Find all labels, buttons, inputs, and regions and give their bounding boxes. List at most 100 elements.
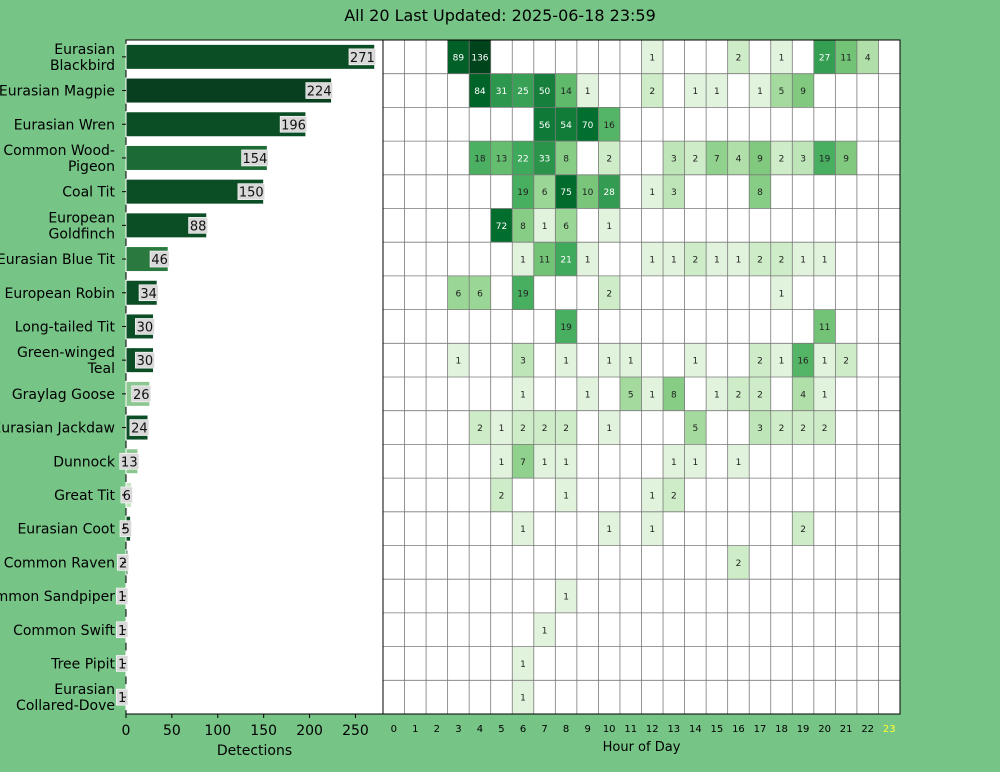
bar-x-axis-label: Detections [217,743,292,759]
heatmap-cell-label: 3 [520,357,526,367]
heatmap-cell [490,478,513,512]
bar [125,111,307,138]
heatmap-cell-label: 4 [865,53,871,63]
heatmap-cell-label: 84 [474,87,486,97]
heatmap-cell-label: 1 [649,256,655,266]
heatmap-cell [684,410,707,445]
heatmap-cell [512,511,534,546]
heatmap-cell-label: 2 [649,87,655,97]
heatmap-cell [490,73,513,108]
heatmap-cell [555,478,577,512]
heatmap-cell-label: 1 [456,357,462,367]
heatmap-cell-label: 1 [736,458,742,468]
heatmap-cell [749,174,771,209]
bar-value-box [135,318,155,335]
heatmap-cell-label: 1 [542,222,548,232]
heatmap-cell-label: 2 [757,256,763,266]
heatmap-cell-label: 1 [692,458,698,468]
heatmap-cell-label: 1 [649,188,655,198]
species-label: Common Sandpiper [0,589,115,605]
heatmap-cell-label: 1 [779,357,785,367]
heatmap-cell [770,242,793,276]
heatmap-cell [706,377,728,411]
heatmap-cell-label: 8 [563,154,569,164]
bar-value-label: 26 [133,388,150,403]
heatmap-cell-label: 27 [819,53,830,63]
bar-value-label: 5 [122,523,130,538]
heatmap-cell-label: 1 [520,660,526,670]
hour-tick-label: 13 [667,724,680,735]
heatmap-cell [469,73,491,108]
bar-value-label: 1 [118,657,126,672]
heatmap-cell-label: 2 [736,390,742,400]
heatmap-cell [469,40,491,74]
species-label: Eurasian Blackbird [50,42,115,74]
heatmap-cell [770,73,793,108]
heatmap-cell [663,377,685,411]
heatmap-cell [490,410,513,445]
heatmap-cell [770,343,793,377]
heatmap-cell [598,174,620,209]
heatmap-cell [641,478,664,512]
species-label: European Robin [5,286,115,302]
heatmap-cell [598,511,620,546]
heatmap-cell [533,107,556,142]
heatmap-cell-label: 1 [606,222,612,232]
bar-value-box [241,149,269,167]
bar-value-label: 30 [137,320,154,335]
heatmap-cell-label: 1 [714,390,720,400]
heatmap-cell [598,141,620,175]
heatmap-cell-label: 70 [582,121,594,131]
heatmap-cell [576,377,599,411]
heatmap-cell-label: 2 [606,289,612,299]
heatmap-cell [619,343,642,377]
heatmap-cell-label: 19 [560,323,572,333]
heatmap-cell [512,275,534,310]
heatmap-cell [447,40,470,74]
hour-tick-label: 23 [883,724,896,735]
heatmap-cell-label: 89 [453,53,465,63]
heatmap-cell [555,73,577,108]
heatmap-cell [663,242,685,276]
heatmap-cell [512,73,534,108]
heatmap-cell [684,343,707,377]
heatmap-cell-label: 19 [517,188,529,198]
heatmap-cell [555,579,577,613]
heatmap-cell [727,40,750,74]
bar-value-box [348,48,377,66]
hour-tick-label: 22 [861,724,874,735]
heatmap-cell-label: 18 [474,154,486,164]
heatmap-cell [749,410,771,445]
heatmap-cell [512,141,534,175]
heatmap-cell-label: 7 [520,458,526,468]
heatmap-cell-label: 72 [496,222,507,232]
heatmap-cell-label: 2 [736,559,742,569]
heatmap-cell [727,444,750,479]
heatmap-cell [749,141,771,175]
heatmap-cell [598,208,620,243]
heatmap-cell-label: 2 [779,256,785,266]
hour-tick-label: 9 [584,724,590,735]
heatmap-cell [533,444,556,479]
heatmap-cell-label: 7 [714,154,720,164]
species-label: Common Wood-Pigeon [3,143,115,175]
heatmap-cell [490,444,513,479]
heatmap-cell-label: 11 [819,323,830,333]
heatmap-cell [663,478,685,512]
hour-tick-label: 18 [775,724,788,735]
bar-value-label: 6 [123,489,131,504]
hour-tick-label: 8 [563,724,569,735]
heatmap-cell-label: 1 [714,256,720,266]
heatmap-cell [749,242,771,276]
heatmap-cell [813,40,836,74]
heatmap-cell-label: 21 [560,256,571,266]
bar-value-box [305,82,333,99]
heatmap-cell-label: 1 [779,53,785,63]
species-label: Eurasian Wren [14,117,115,133]
heatmap-cell-label: 1 [520,256,526,266]
heatmap-cell-label: 8 [757,188,763,198]
bar-value-label: 1 [118,624,126,639]
species-label: Tree Pipit [50,656,115,672]
bar-value-box [129,419,150,436]
bar-value-box [131,385,152,403]
